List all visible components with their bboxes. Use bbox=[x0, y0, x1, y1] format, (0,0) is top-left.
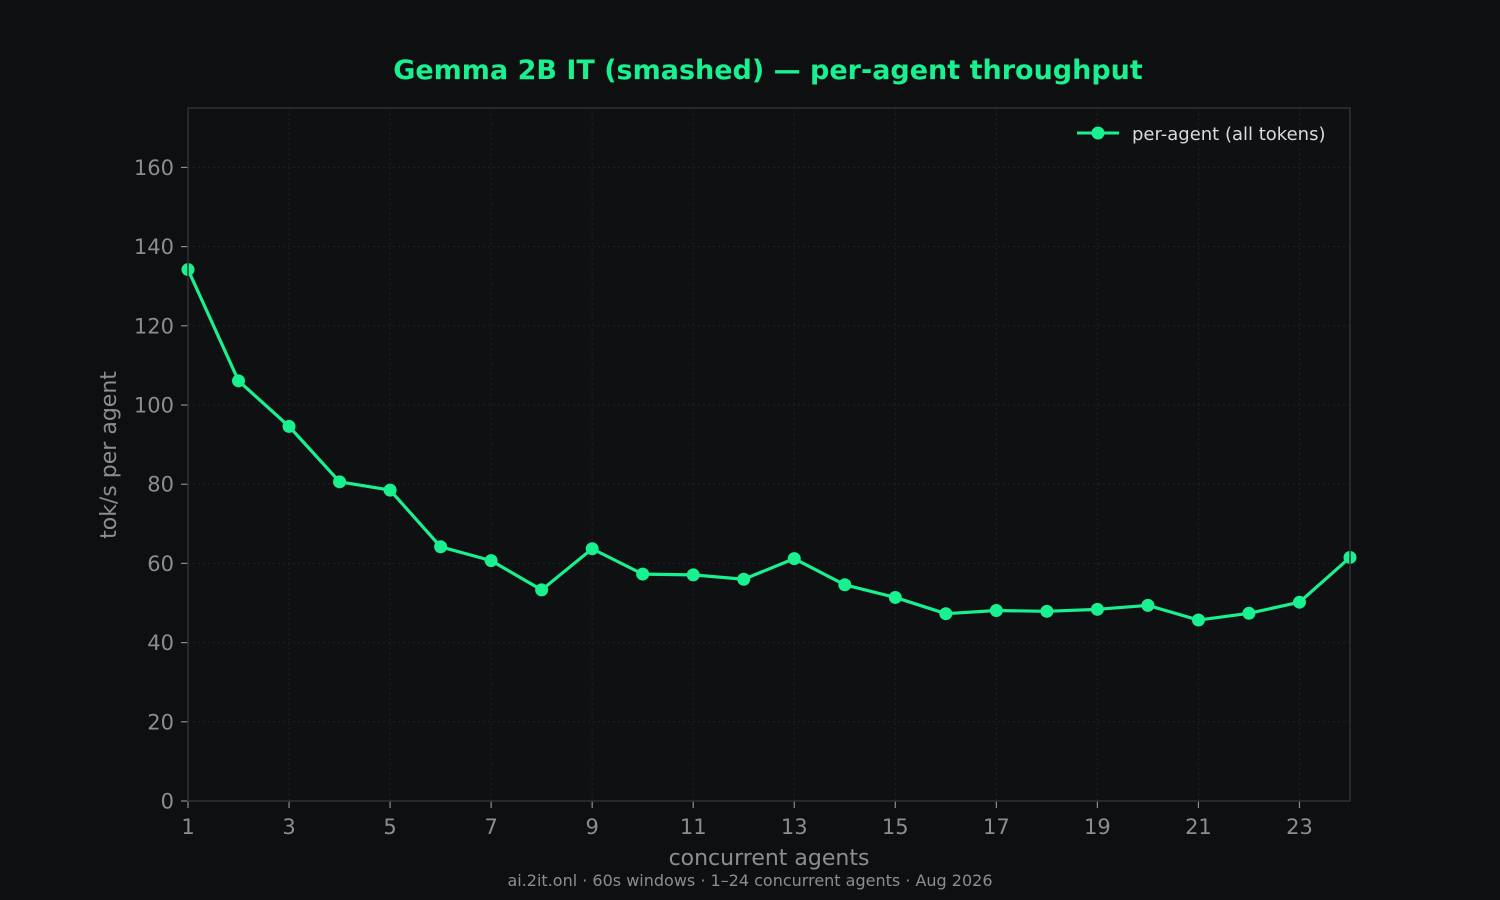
footer-caption: ai.2it.onl · 60s windows · 1–24 concurre… bbox=[507, 871, 992, 890]
series-layer bbox=[181, 263, 1357, 627]
y-tick-label: 40 bbox=[147, 631, 174, 655]
x-tick-label: 19 bbox=[1084, 815, 1111, 839]
plot-frame bbox=[187, 107, 1351, 802]
y-tick-label: 160 bbox=[134, 156, 174, 180]
x-tick-label: 17 bbox=[983, 815, 1010, 839]
y-tick-label: 100 bbox=[134, 394, 174, 418]
chart-title: Gemma 2B IT (smashed) — per-agent throug… bbox=[393, 55, 1143, 86]
x-tick-label: 7 bbox=[484, 815, 497, 839]
x-axis-ticks: 1 3 5 7 9 11 13 15 17 19 21 23 bbox=[181, 801, 1313, 839]
data-point bbox=[535, 583, 549, 597]
data-point bbox=[636, 567, 650, 581]
data-point bbox=[888, 590, 902, 604]
y-axis-label: tok/s per agent bbox=[97, 371, 122, 539]
data-point bbox=[787, 552, 801, 566]
legend: per-agent (all tokens) bbox=[1077, 124, 1325, 145]
y-tick-label: 0 bbox=[161, 790, 174, 814]
y-tick-label: 80 bbox=[147, 473, 174, 497]
x-axis-label: concurrent agents bbox=[669, 846, 870, 871]
y-tick-label: 60 bbox=[147, 552, 174, 576]
y-axis-ticks: 0 20 40 60 80 100 120 140 160 bbox=[134, 156, 188, 814]
data-point bbox=[232, 374, 246, 388]
y-tick-label: 140 bbox=[134, 235, 174, 259]
x-tick-label: 11 bbox=[680, 815, 707, 839]
x-tick-label: 9 bbox=[585, 815, 598, 839]
x-tick-label: 1 bbox=[181, 815, 194, 839]
legend-label: per-agent (all tokens) bbox=[1132, 124, 1325, 145]
series-line bbox=[186, 267, 1352, 622]
x-tick-label: 5 bbox=[383, 815, 396, 839]
y-tick-label: 20 bbox=[147, 710, 174, 734]
x-tick-label: 15 bbox=[882, 815, 909, 839]
data-point bbox=[282, 419, 296, 433]
data-point bbox=[484, 554, 498, 568]
x-tick-label: 23 bbox=[1286, 815, 1313, 839]
data-point bbox=[838, 578, 852, 592]
data-point bbox=[1040, 604, 1054, 618]
data-point bbox=[1191, 613, 1205, 627]
data-point bbox=[686, 568, 700, 582]
data-point bbox=[434, 540, 448, 554]
data-point bbox=[939, 607, 953, 621]
x-tick-label: 3 bbox=[282, 815, 295, 839]
data-point bbox=[989, 604, 1003, 618]
data-point bbox=[333, 475, 347, 489]
data-point bbox=[1090, 602, 1104, 616]
plot-area bbox=[188, 108, 1350, 801]
x-tick-label: 21 bbox=[1185, 815, 1212, 839]
x-tick-label: 13 bbox=[781, 815, 808, 839]
y-tick-label: 120 bbox=[134, 314, 174, 338]
grid-lines bbox=[187, 108, 1350, 802]
data-point bbox=[1292, 595, 1306, 609]
data-point bbox=[383, 483, 397, 497]
data-point bbox=[1141, 598, 1155, 612]
data-point bbox=[737, 572, 751, 586]
data-point bbox=[1242, 606, 1256, 620]
legend-marker-swatch bbox=[1091, 126, 1105, 140]
data-point bbox=[585, 542, 599, 556]
